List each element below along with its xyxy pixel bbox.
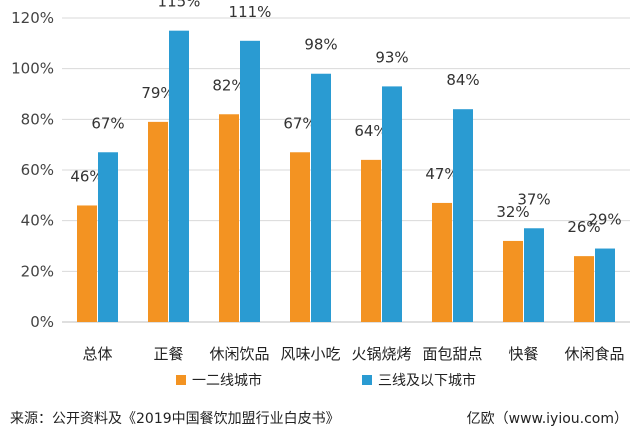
category-label: 休闲食品 — [564, 345, 624, 363]
bar-chart: 0% 20% 40% 60% 80% 100% 120% 46% 67% 总体 79% 115% 正餐 8… — [11, 0, 630, 389]
data-label: 98% — [304, 36, 337, 54]
y-tick-label: 80% — [21, 110, 54, 128]
legend-swatch — [176, 375, 186, 385]
data-label: 32% — [496, 203, 529, 221]
data-label: 37% — [517, 190, 550, 208]
bar-tier3plus — [382, 86, 402, 323]
category-label: 火锅烧烤 — [351, 345, 411, 363]
data-label: 111% — [229, 3, 272, 21]
bar-tier3plus — [595, 248, 615, 322]
y-tick-label: 120% — [11, 9, 54, 27]
bar-tier3plus — [311, 73, 331, 322]
data-label: 82% — [212, 76, 245, 94]
bar-tier12 — [432, 202, 452, 322]
bar-tier3plus — [240, 40, 260, 323]
bar-tier12 — [503, 240, 523, 322]
bar-tier12 — [361, 159, 381, 322]
y-tick-label: 0% — [30, 313, 54, 331]
category-label: 风味小吃 — [280, 345, 340, 363]
category-label: 面包甜点 — [422, 345, 482, 363]
data-label: 47% — [425, 165, 458, 183]
data-label: 64% — [354, 122, 387, 140]
y-tick-label: 40% — [21, 212, 54, 230]
y-tick-label: 100% — [11, 60, 54, 78]
data-label: 67% — [283, 114, 316, 132]
y-tick-label: 60% — [21, 161, 54, 179]
data-label: 79% — [141, 84, 174, 102]
bar-tier12 — [290, 152, 310, 322]
y-tick-label: 20% — [21, 262, 54, 280]
bar-tier12 — [219, 114, 239, 323]
bar-tier12 — [574, 256, 594, 322]
data-label: 26% — [567, 218, 600, 236]
category-label: 正餐 — [153, 345, 183, 363]
bar-tier3plus — [169, 30, 189, 323]
category-label: 休闲饮品 — [209, 345, 269, 363]
footer: 来源：公开资料及《2019中国餐饮加盟行业白皮书》 亿欧（www.iyiou.c… — [0, 408, 640, 434]
source-note: 来源：公开资料及《2019中国餐饮加盟行业白皮书》 — [10, 411, 340, 427]
legend-label: 三线及以下城市 — [378, 372, 476, 389]
bar-tier3plus — [98, 152, 118, 322]
bar-tier3plus — [453, 109, 473, 322]
data-label: 67% — [91, 114, 124, 132]
data-label: 93% — [375, 48, 408, 66]
data-label: 84% — [446, 71, 479, 89]
data-label: 46% — [70, 167, 103, 185]
category-label: 总体 — [82, 345, 112, 363]
data-label: 115% — [158, 0, 201, 11]
bar-tier12 — [148, 121, 168, 322]
bar-tier3plus — [524, 228, 544, 322]
legend-label: 一二线城市 — [192, 372, 262, 389]
legend-swatch — [362, 375, 372, 385]
data-label: 29% — [588, 211, 621, 229]
watermark: 亿欧（www.iyiou.com） — [466, 411, 628, 427]
bar-tier12 — [77, 205, 97, 322]
category-label: 快餐 — [508, 345, 538, 363]
